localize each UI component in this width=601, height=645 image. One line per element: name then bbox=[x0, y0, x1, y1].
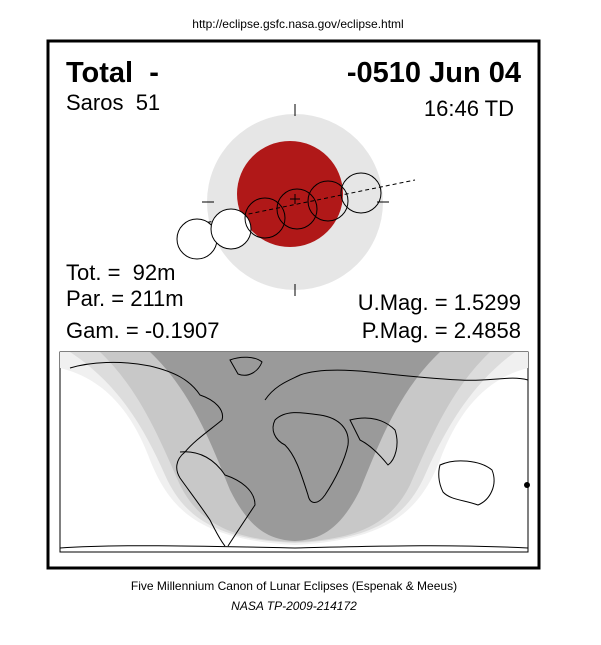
eclipse-diagram bbox=[176, 104, 416, 296]
marker bbox=[524, 482, 530, 488]
moon-path bbox=[179, 179, 416, 229]
australia-outline bbox=[438, 460, 495, 506]
eclipse-date: -0510 Jun 04 bbox=[347, 57, 521, 89]
partial: Par. = 211m bbox=[66, 286, 184, 311]
moon bbox=[276, 188, 318, 230]
moon bbox=[210, 208, 252, 250]
canon-credit: Five Millennium Canon of Lunar Eclipses … bbox=[131, 579, 457, 593]
url: http://eclipse.gsfc.nasa.gov/eclipse.htm… bbox=[192, 17, 403, 31]
moon bbox=[244, 197, 286, 239]
frame bbox=[46, 39, 541, 570]
eurasia-outline bbox=[264, 369, 529, 401]
antarctica-outline bbox=[59, 545, 529, 549]
saros: Saros 51 bbox=[66, 90, 160, 115]
moon bbox=[307, 180, 349, 222]
africa-outline bbox=[272, 412, 349, 503]
gamma: Gam. = -0.1907 bbox=[66, 318, 219, 343]
americas-outline bbox=[69, 361, 226, 547]
reference: NASA TP-2009-214172 bbox=[231, 599, 357, 613]
world-map bbox=[59, 351, 530, 553]
south-america-outline bbox=[179, 451, 256, 547]
greenland-outline bbox=[229, 356, 263, 376]
umbral-visibility bbox=[150, 352, 440, 541]
time: 16:46 TD bbox=[424, 96, 514, 121]
penumbral-magnitude: P.Mag. = 2.4858 bbox=[362, 318, 521, 343]
arabia-india-outline bbox=[349, 417, 398, 466]
eclipse-type: Total - bbox=[66, 57, 159, 89]
umbral-magnitude: U.Mag. = 1.5299 bbox=[358, 290, 521, 315]
totality: Tot. = 92m bbox=[66, 260, 175, 285]
umbra bbox=[237, 141, 343, 247]
moon bbox=[340, 172, 382, 214]
